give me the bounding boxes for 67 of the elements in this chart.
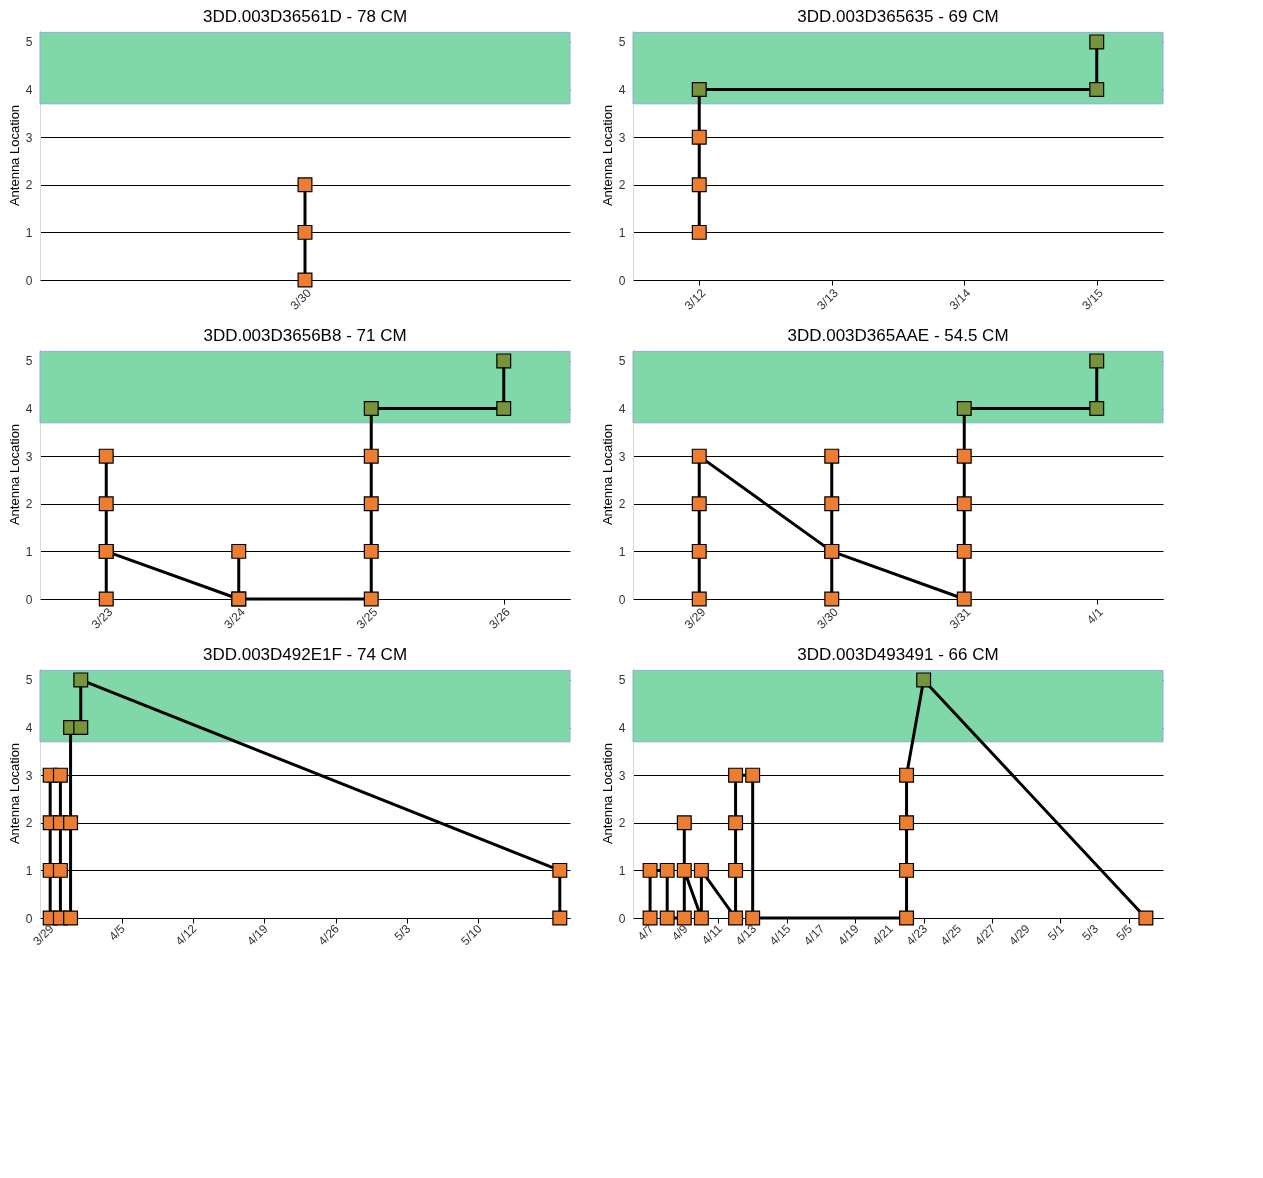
x-tick-label: 4/7 bbox=[634, 921, 657, 944]
x-tick-label: 4/23 bbox=[903, 921, 931, 949]
y-tick-label: 1 bbox=[618, 544, 626, 559]
y-tick-label: 3 bbox=[25, 449, 33, 464]
y-axis-title: Antenna Location bbox=[6, 742, 22, 845]
y-axis-title: Antenna Location bbox=[6, 423, 22, 526]
y-axis-title: Antenna Location bbox=[599, 423, 615, 526]
x-tick-label: 5/3 bbox=[391, 921, 414, 944]
y-tick-label: 4 bbox=[25, 402, 33, 417]
y-axis-title: Antenna Location bbox=[6, 104, 22, 207]
x-tick-label: 4/12 bbox=[172, 921, 200, 949]
y-tick-label: 2 bbox=[618, 816, 626, 831]
chart-title: 3DD.003D493491 - 66 CM bbox=[797, 645, 999, 664]
y-tick-label: 5 bbox=[25, 354, 33, 369]
y-tick-label: 3 bbox=[25, 130, 33, 145]
y-tick-label: 4 bbox=[25, 721, 33, 736]
y-tick-label: 5 bbox=[618, 354, 626, 369]
y-tick-label: 4 bbox=[618, 83, 626, 98]
x-tick-label: 5/1 bbox=[1045, 921, 1068, 944]
x-tick-label: 4/19 bbox=[835, 921, 862, 949]
x-tick-label: 4/29 bbox=[1006, 921, 1033, 949]
x-tick-label: 4/9 bbox=[668, 921, 691, 944]
y-tick-label: 5 bbox=[25, 35, 33, 50]
y-tick-label: 2 bbox=[25, 178, 33, 193]
y-tick-label: 2 bbox=[618, 178, 626, 193]
y-tick-label: 5 bbox=[618, 673, 626, 688]
y-tick-label: 4 bbox=[25, 83, 33, 98]
y-tick-label: 5 bbox=[618, 35, 626, 50]
y-axis-title: Antenna Location bbox=[599, 742, 615, 845]
chart-title: 3DD.003D492E1F - 74 CM bbox=[202, 645, 408, 664]
y-tick-label: 3 bbox=[25, 768, 33, 783]
x-tick-label: 4/19 bbox=[244, 921, 271, 949]
y-tick-label: 3 bbox=[618, 130, 626, 145]
y-tick-label: 3 bbox=[618, 449, 626, 464]
y-tick-label: 1 bbox=[25, 544, 33, 559]
y-tick-label: 5 bbox=[25, 673, 33, 688]
chart-title: 3DD.003D36561D - 78 CM bbox=[202, 7, 408, 26]
chart-title: 3DD.003D3656B8 - 71 CM bbox=[203, 326, 407, 345]
x-tick-label: 4/1 bbox=[1084, 604, 1106, 627]
chart-title: 3DD.003D365635 - 69 CM bbox=[797, 7, 999, 26]
y-tick-label: 1 bbox=[25, 863, 33, 878]
x-tick-label: 3/31 bbox=[946, 604, 974, 632]
y-axis-title: Antenna Location bbox=[599, 104, 615, 207]
y-tick-label: 0 bbox=[25, 273, 33, 288]
y-tick-label: 4 bbox=[618, 721, 626, 736]
x-tick-label: 4/13 bbox=[732, 921, 760, 949]
y-tick-label: 2 bbox=[25, 497, 33, 512]
x-tick-label: 4/5 bbox=[106, 921, 129, 944]
y-tick-label: 2 bbox=[25, 816, 33, 831]
y-tick-label: 0 bbox=[618, 911, 626, 926]
y-tick-label: 2 bbox=[618, 497, 626, 512]
y-tick-label: 1 bbox=[25, 225, 33, 240]
y-tick-label: 1 bbox=[618, 863, 626, 878]
y-tick-label: 0 bbox=[618, 273, 626, 288]
x-tick-label: 5/5 bbox=[1113, 921, 1136, 944]
chart-title: 3DD.003D365AAE - 54.5 CM bbox=[787, 326, 1009, 345]
x-tick-label: 5/3 bbox=[1079, 921, 1102, 944]
y-tick-label: 0 bbox=[25, 592, 33, 607]
x-tick-label: 4/21 bbox=[869, 921, 897, 949]
y-tick-label: 1 bbox=[618, 225, 626, 240]
x-tick-label: 5/10 bbox=[458, 921, 485, 949]
x-tick-label: 4/26 bbox=[315, 921, 343, 949]
y-tick-label: 4 bbox=[618, 402, 626, 417]
y-tick-label: 0 bbox=[25, 911, 33, 926]
x-tick-label: 4/11 bbox=[699, 921, 726, 948]
y-tick-label: 3 bbox=[618, 768, 626, 783]
y-tick-label: 0 bbox=[618, 592, 626, 607]
